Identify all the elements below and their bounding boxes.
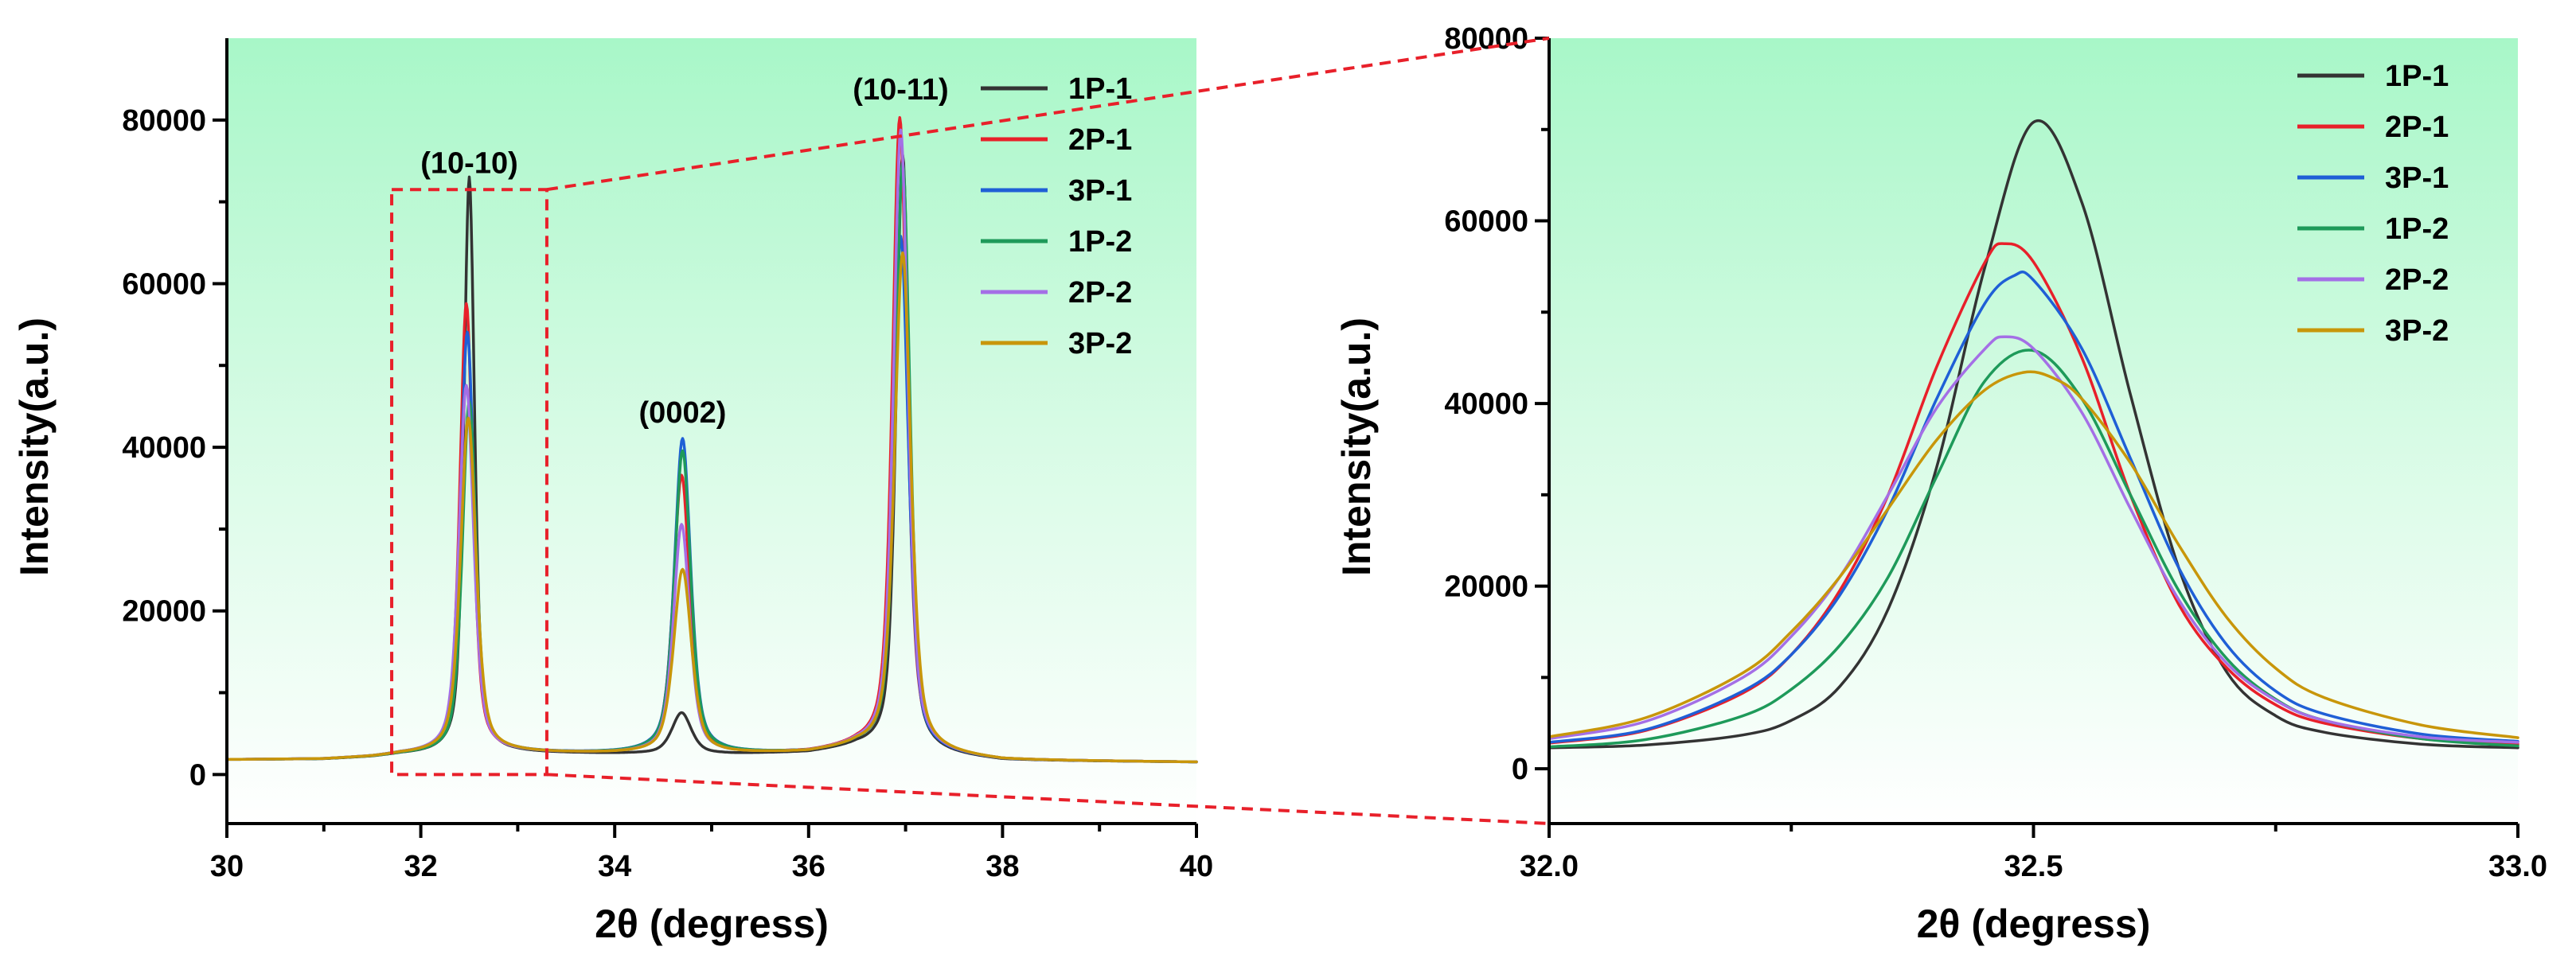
peak-label: (0002) [639,396,727,430]
series-line-3P-2 [1548,370,2519,739]
legend-label-3P-1: 3P-1 [2385,162,2449,195]
y-tick-label: 60000 [122,267,206,301]
legend-label-3P-2: 3P-2 [1068,327,1132,360]
legend-label-3P-2: 3P-2 [2385,314,2449,348]
series-line-1P-1 [1548,119,2519,750]
legend-label-1P-1: 1P-1 [1068,72,1132,106]
zoom-connector-top [546,37,1550,192]
peak-label: (10-11) [853,73,948,107]
x-tick-label: 38 [986,850,1019,883]
x-tick-label: 34 [598,850,631,883]
y-tick-label: 60000 [1444,205,1528,239]
y-tick-label: 0 [189,758,206,792]
y-tick-label: 40000 [1444,388,1528,421]
y-tick-label: 80000 [1444,22,1528,56]
x-tick-label: 32 [404,850,437,883]
x-axis-title: 2θ (degress) [595,902,829,946]
y-tick-label: 40000 [122,431,206,465]
x-tick-label: 32.5 [2004,850,2063,883]
zoom-box [390,188,548,777]
legend-label-2P-1: 2P-1 [1068,123,1132,157]
x-tick-label: 33.0 [2488,850,2547,883]
y-tick-label: 20000 [122,595,206,629]
y-tick-label: 20000 [1444,571,1528,604]
x-tick-label: 30 [210,850,244,883]
series-group [225,115,1198,764]
legend-label-2P-2: 2P-2 [2385,263,2449,297]
zoom-pattern-panel: 32.0 32.5 33.0 0 20000 40000 60000 80000 2θ (deg… [1334,22,2547,946]
series-line-2P-2 [1548,335,2519,744]
legend-label-3P-1: 3P-1 [1068,174,1132,208]
plot-area [227,38,1196,824]
x-tick-label: 40 [1180,850,1213,883]
series-line-3P-2 [225,251,1198,764]
legend: 1P-1 2P-1 3P-1 1P-2 2P-2 3P-2 [2297,60,2449,348]
x-tick-label: 32.0 [1520,850,1579,883]
plot-area [1549,38,2518,824]
y-axis-title: Intensity(a.u.) [12,317,57,576]
legend: 1P-1 2P-1 3P-1 1P-2 2P-2 3P-2 [981,72,1132,360]
series-group [1548,119,2519,750]
x-axis-title: 2θ (degress) [1917,902,2151,946]
zoom-connectors [390,37,1550,825]
y-tick-label: 0 [1512,753,1528,786]
legend-label-2P-1: 2P-1 [2385,111,2449,144]
legend-label-1P-1: 1P-1 [2385,60,2449,93]
y-tick-label: 80000 [122,104,206,138]
y-axis-title: Intensity(a.u.) [1334,317,1379,576]
legend-label-2P-2: 2P-2 [1068,276,1132,310]
legend-label-1P-2: 1P-2 [1068,225,1132,259]
full-pattern-panel: 30 32 34 36 38 40 0 20000 40000 60000 80000 2θ (deg… [12,38,1213,946]
x-tick-label: 36 [792,850,825,883]
peak-label: (10-10) [420,147,518,181]
legend-label-1P-2: 1P-2 [2385,212,2449,246]
series-line-3P-1 [1548,270,2519,744]
zoom-connector-bottom [546,773,1550,825]
